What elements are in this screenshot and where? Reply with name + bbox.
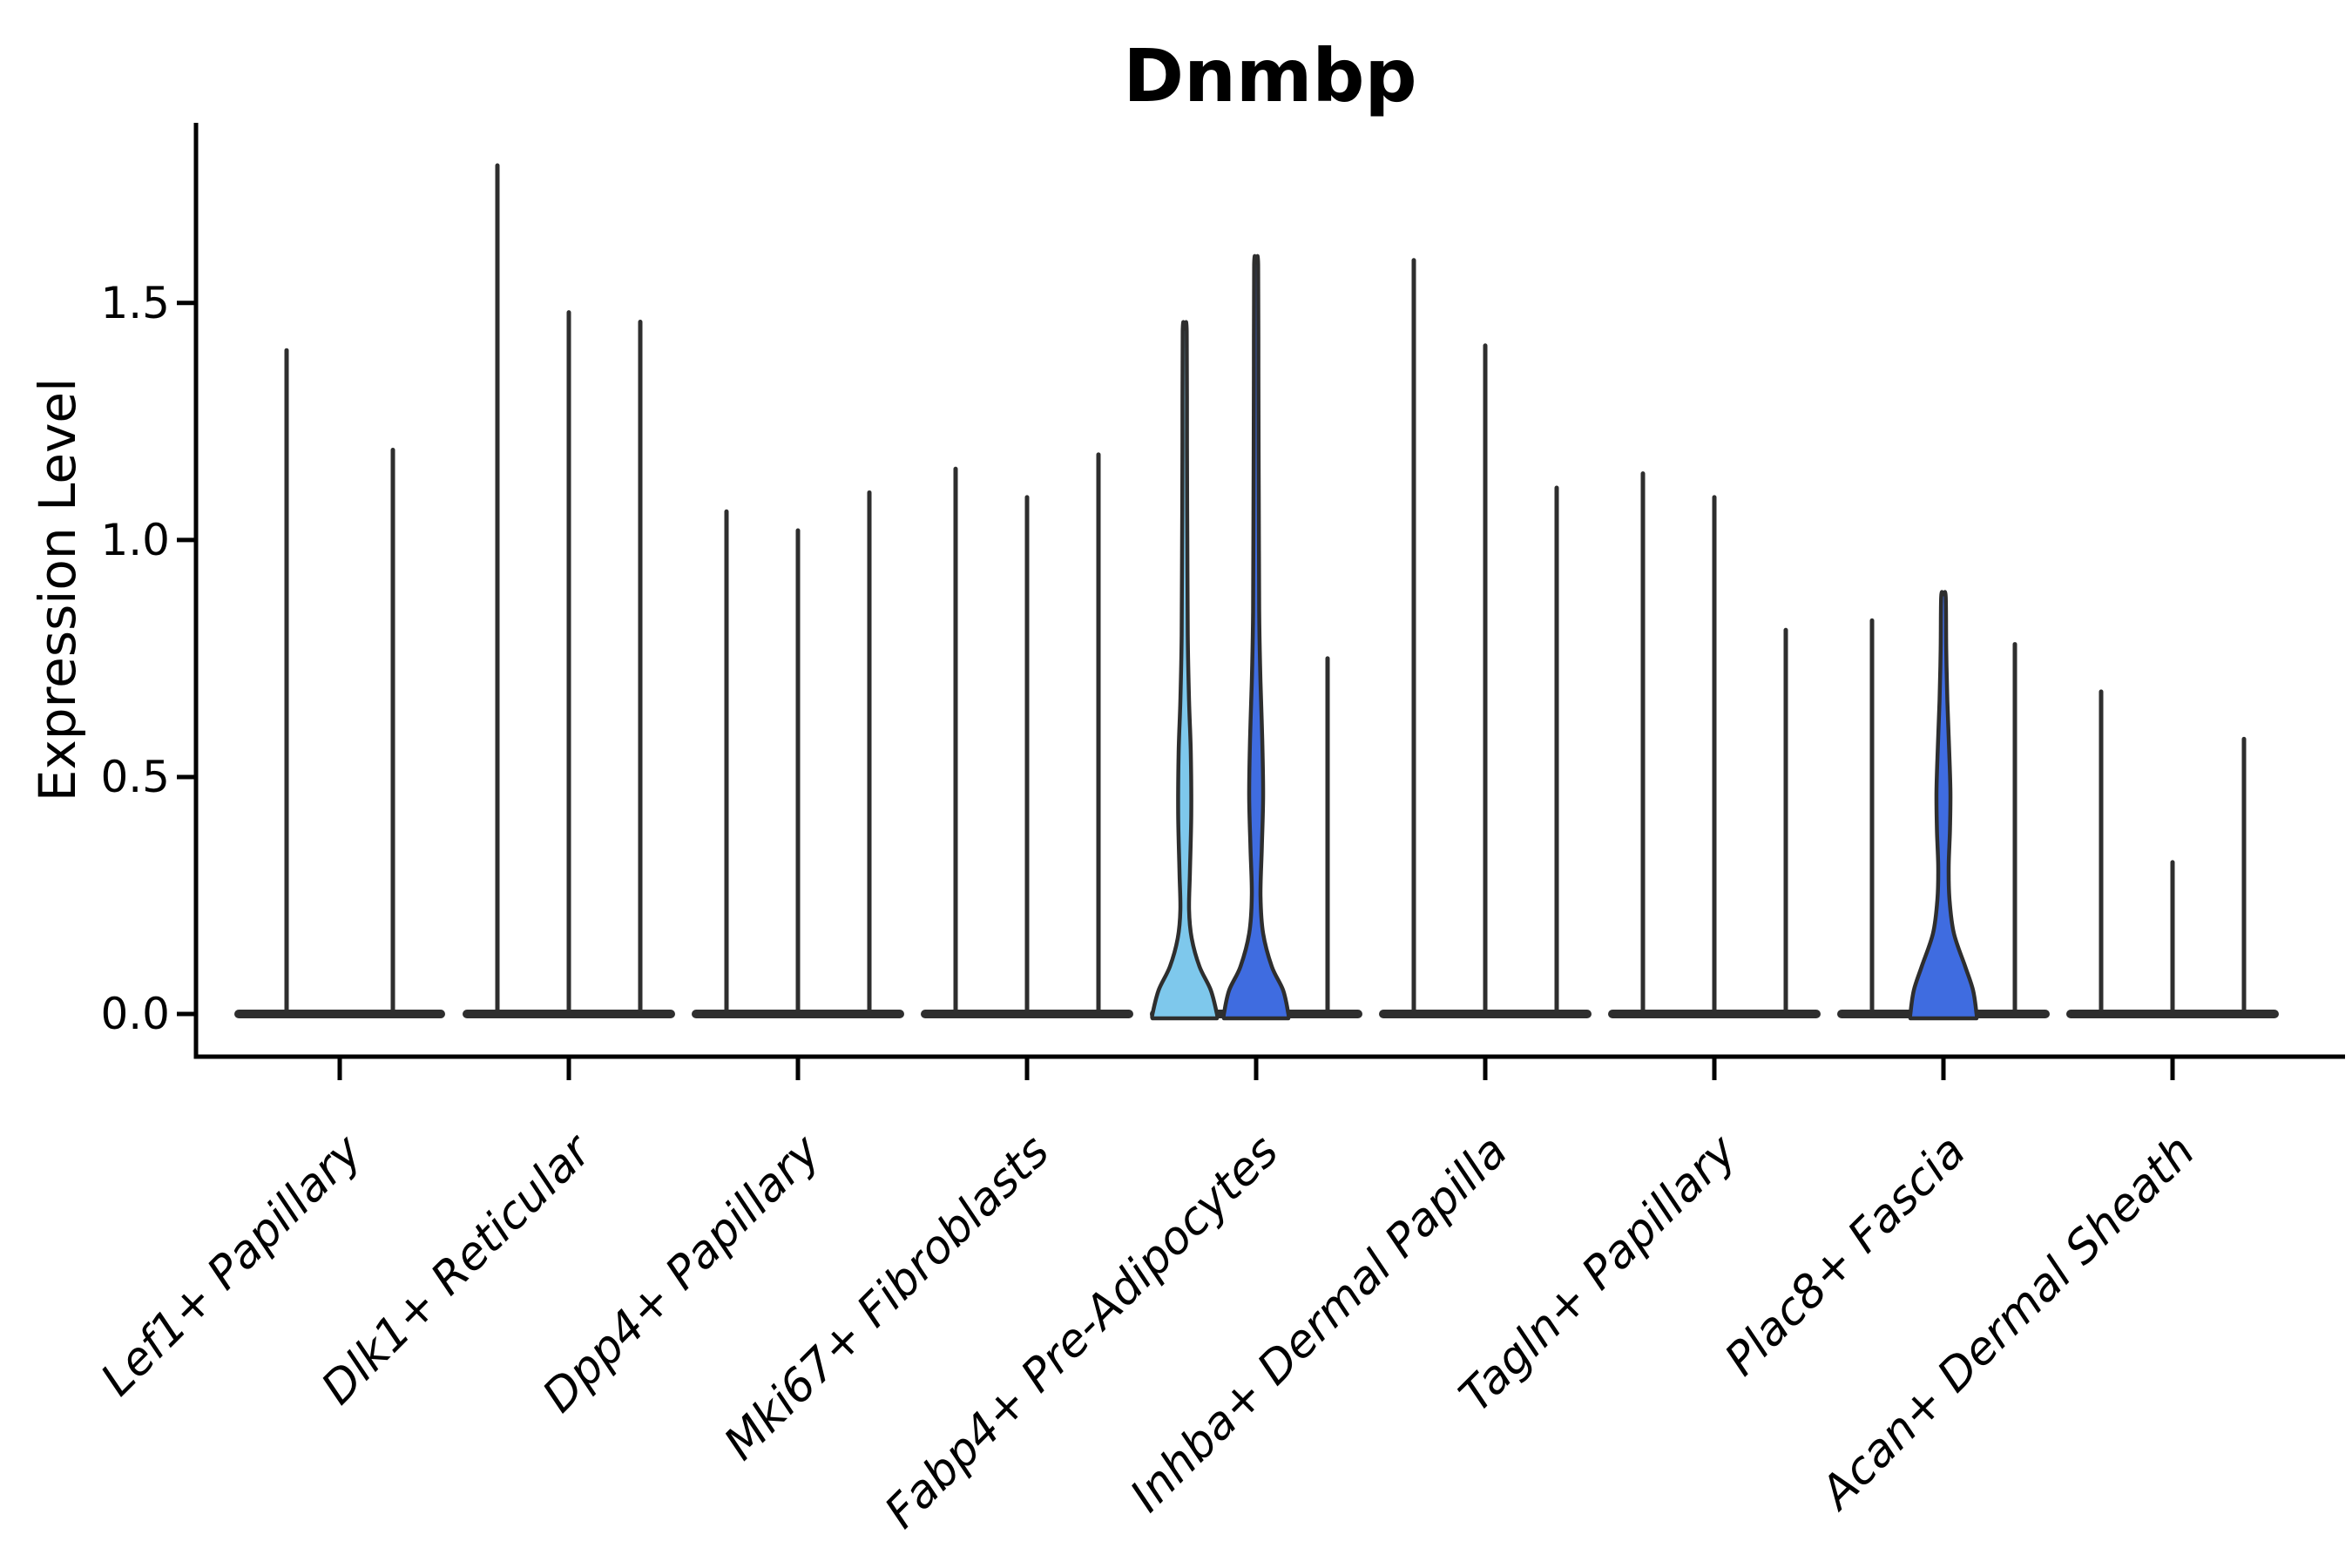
y-tick-label: 1.5 bbox=[100, 278, 170, 328]
violin-base-bar bbox=[234, 1010, 445, 1019]
y-tick-label: 0.0 bbox=[100, 989, 170, 1039]
y-tick-label: 1.0 bbox=[100, 515, 170, 565]
violin-group bbox=[463, 163, 675, 1019]
x-tick-label: Fabp4+ Pre-Adipocytes bbox=[875, 1125, 1289, 1539]
violin-body-highlighted bbox=[1908, 590, 1979, 1021]
violin-group bbox=[692, 490, 904, 1019]
y-tick-label: 0.5 bbox=[100, 752, 170, 802]
x-tick-label: Acan+ Dermal Sheath bbox=[1809, 1125, 2205, 1521]
x-tick-label: Inhba+ Dermal Papilla bbox=[1120, 1125, 1517, 1523]
violin-group bbox=[1837, 590, 2050, 1021]
chart-title: Dnmbp bbox=[1123, 33, 1416, 118]
violin-group bbox=[1608, 471, 1821, 1019]
y-axis-label: Expression Level bbox=[28, 378, 87, 801]
violin-layer bbox=[234, 163, 2279, 1021]
violin-group bbox=[1379, 258, 1592, 1019]
violin-group bbox=[2066, 689, 2279, 1019]
x-tick-label: Plac8+ Fascia bbox=[1715, 1125, 1976, 1386]
violin-body-highlighted bbox=[1150, 320, 1220, 1021]
violin-group bbox=[1150, 253, 1362, 1021]
violin-body-highlighted bbox=[1221, 253, 1291, 1021]
violin-group bbox=[921, 452, 1133, 1019]
violin-group bbox=[234, 348, 445, 1019]
